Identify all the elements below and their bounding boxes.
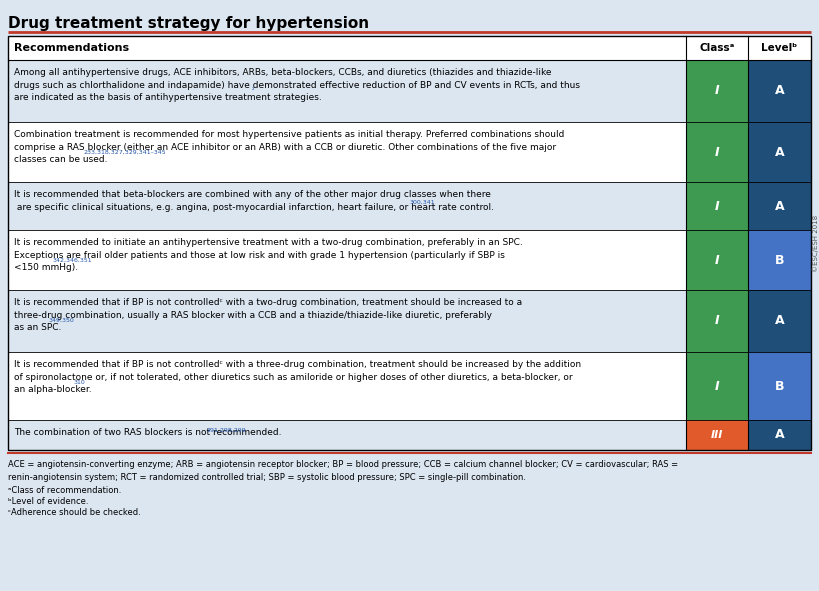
Bar bbox=[8, 352, 686, 420]
Bar bbox=[8, 60, 686, 122]
Bar bbox=[686, 60, 748, 122]
Text: B: B bbox=[775, 379, 785, 392]
Text: ©ESC/ESH 2018: ©ESC/ESH 2018 bbox=[812, 215, 819, 271]
Text: ᵇLevel of evidence.: ᵇLevel of evidence. bbox=[8, 497, 88, 506]
Text: Recommendations: Recommendations bbox=[14, 43, 129, 53]
Text: renin-angiotensin system; RCT = randomized controlled trial; SBP = systolic bloo: renin-angiotensin system; RCT = randomiz… bbox=[8, 473, 526, 482]
Text: 291,298,299: 291,298,299 bbox=[206, 428, 247, 433]
Text: The combination of two RAS blockers is not recommended.: The combination of two RAS blockers is n… bbox=[14, 428, 282, 437]
Text: It is recommended that if BP is not controlledᶜ with a two-drug combination, tre: It is recommended that if BP is not cont… bbox=[14, 298, 523, 332]
Bar bbox=[748, 352, 811, 420]
Text: It is recommended that if BP is not controlledᶜ with a three-drug combination, t: It is recommended that if BP is not cont… bbox=[14, 360, 581, 394]
Bar bbox=[8, 122, 686, 182]
Text: A: A bbox=[775, 85, 785, 98]
Text: Combination treatment is recommended for most hypertensive patients as initial t: Combination treatment is recommended for… bbox=[14, 130, 564, 164]
Text: 310: 310 bbox=[74, 379, 85, 385]
Text: 342,346,351: 342,346,351 bbox=[52, 258, 92, 262]
Text: A: A bbox=[775, 200, 785, 213]
Bar bbox=[748, 60, 811, 122]
Text: I: I bbox=[715, 85, 719, 98]
Text: Classᵃ: Classᵃ bbox=[699, 43, 735, 53]
Bar bbox=[748, 182, 811, 230]
Bar bbox=[748, 122, 811, 182]
Text: 349,350: 349,350 bbox=[49, 317, 75, 323]
Text: I: I bbox=[715, 379, 719, 392]
Bar bbox=[748, 230, 811, 290]
Text: 233,318,327,329,341–345: 233,318,327,329,341–345 bbox=[84, 150, 166, 154]
Bar bbox=[686, 122, 748, 182]
Bar bbox=[8, 290, 686, 352]
Text: It is recommended that beta-blockers are combined with any of the other major dr: It is recommended that beta-blockers are… bbox=[14, 190, 494, 212]
Text: I: I bbox=[715, 314, 719, 327]
Text: B: B bbox=[775, 254, 785, 267]
Text: 300,341: 300,341 bbox=[410, 200, 435, 204]
Bar bbox=[748, 420, 811, 450]
Text: Among all antihypertensive drugs, ACE inhibitors, ARBs, beta-blockers, CCBs, and: Among all antihypertensive drugs, ACE in… bbox=[14, 68, 580, 102]
Text: III: III bbox=[711, 430, 723, 440]
Bar bbox=[686, 352, 748, 420]
Text: Drug treatment strategy for hypertension: Drug treatment strategy for hypertension bbox=[8, 16, 369, 31]
Text: It is recommended to initiate an antihypertensive treatment with a two-drug comb: It is recommended to initiate an antihyp… bbox=[14, 238, 523, 272]
Bar bbox=[686, 182, 748, 230]
Bar bbox=[686, 290, 748, 352]
Text: I: I bbox=[715, 200, 719, 213]
Text: ᶜAdherence should be checked.: ᶜAdherence should be checked. bbox=[8, 508, 141, 517]
Bar bbox=[8, 182, 686, 230]
Bar bbox=[686, 420, 748, 450]
Text: A: A bbox=[775, 428, 785, 441]
Text: I: I bbox=[715, 254, 719, 267]
Text: ACE = angiotensin-converting enzyme; ARB = angiotensin receptor blocker; BP = bl: ACE = angiotensin-converting enzyme; ARB… bbox=[8, 460, 678, 469]
Bar bbox=[8, 36, 811, 60]
Text: A: A bbox=[775, 145, 785, 158]
Text: I: I bbox=[715, 145, 719, 158]
Bar bbox=[8, 420, 686, 450]
Bar bbox=[8, 36, 811, 450]
Bar bbox=[748, 290, 811, 352]
Text: ᵃClass of recommendation.: ᵃClass of recommendation. bbox=[8, 486, 121, 495]
Bar bbox=[686, 230, 748, 290]
Text: A: A bbox=[775, 314, 785, 327]
Text: ²: ² bbox=[252, 87, 255, 93]
Bar bbox=[8, 230, 686, 290]
Text: Levelᵇ: Levelᵇ bbox=[762, 43, 798, 53]
